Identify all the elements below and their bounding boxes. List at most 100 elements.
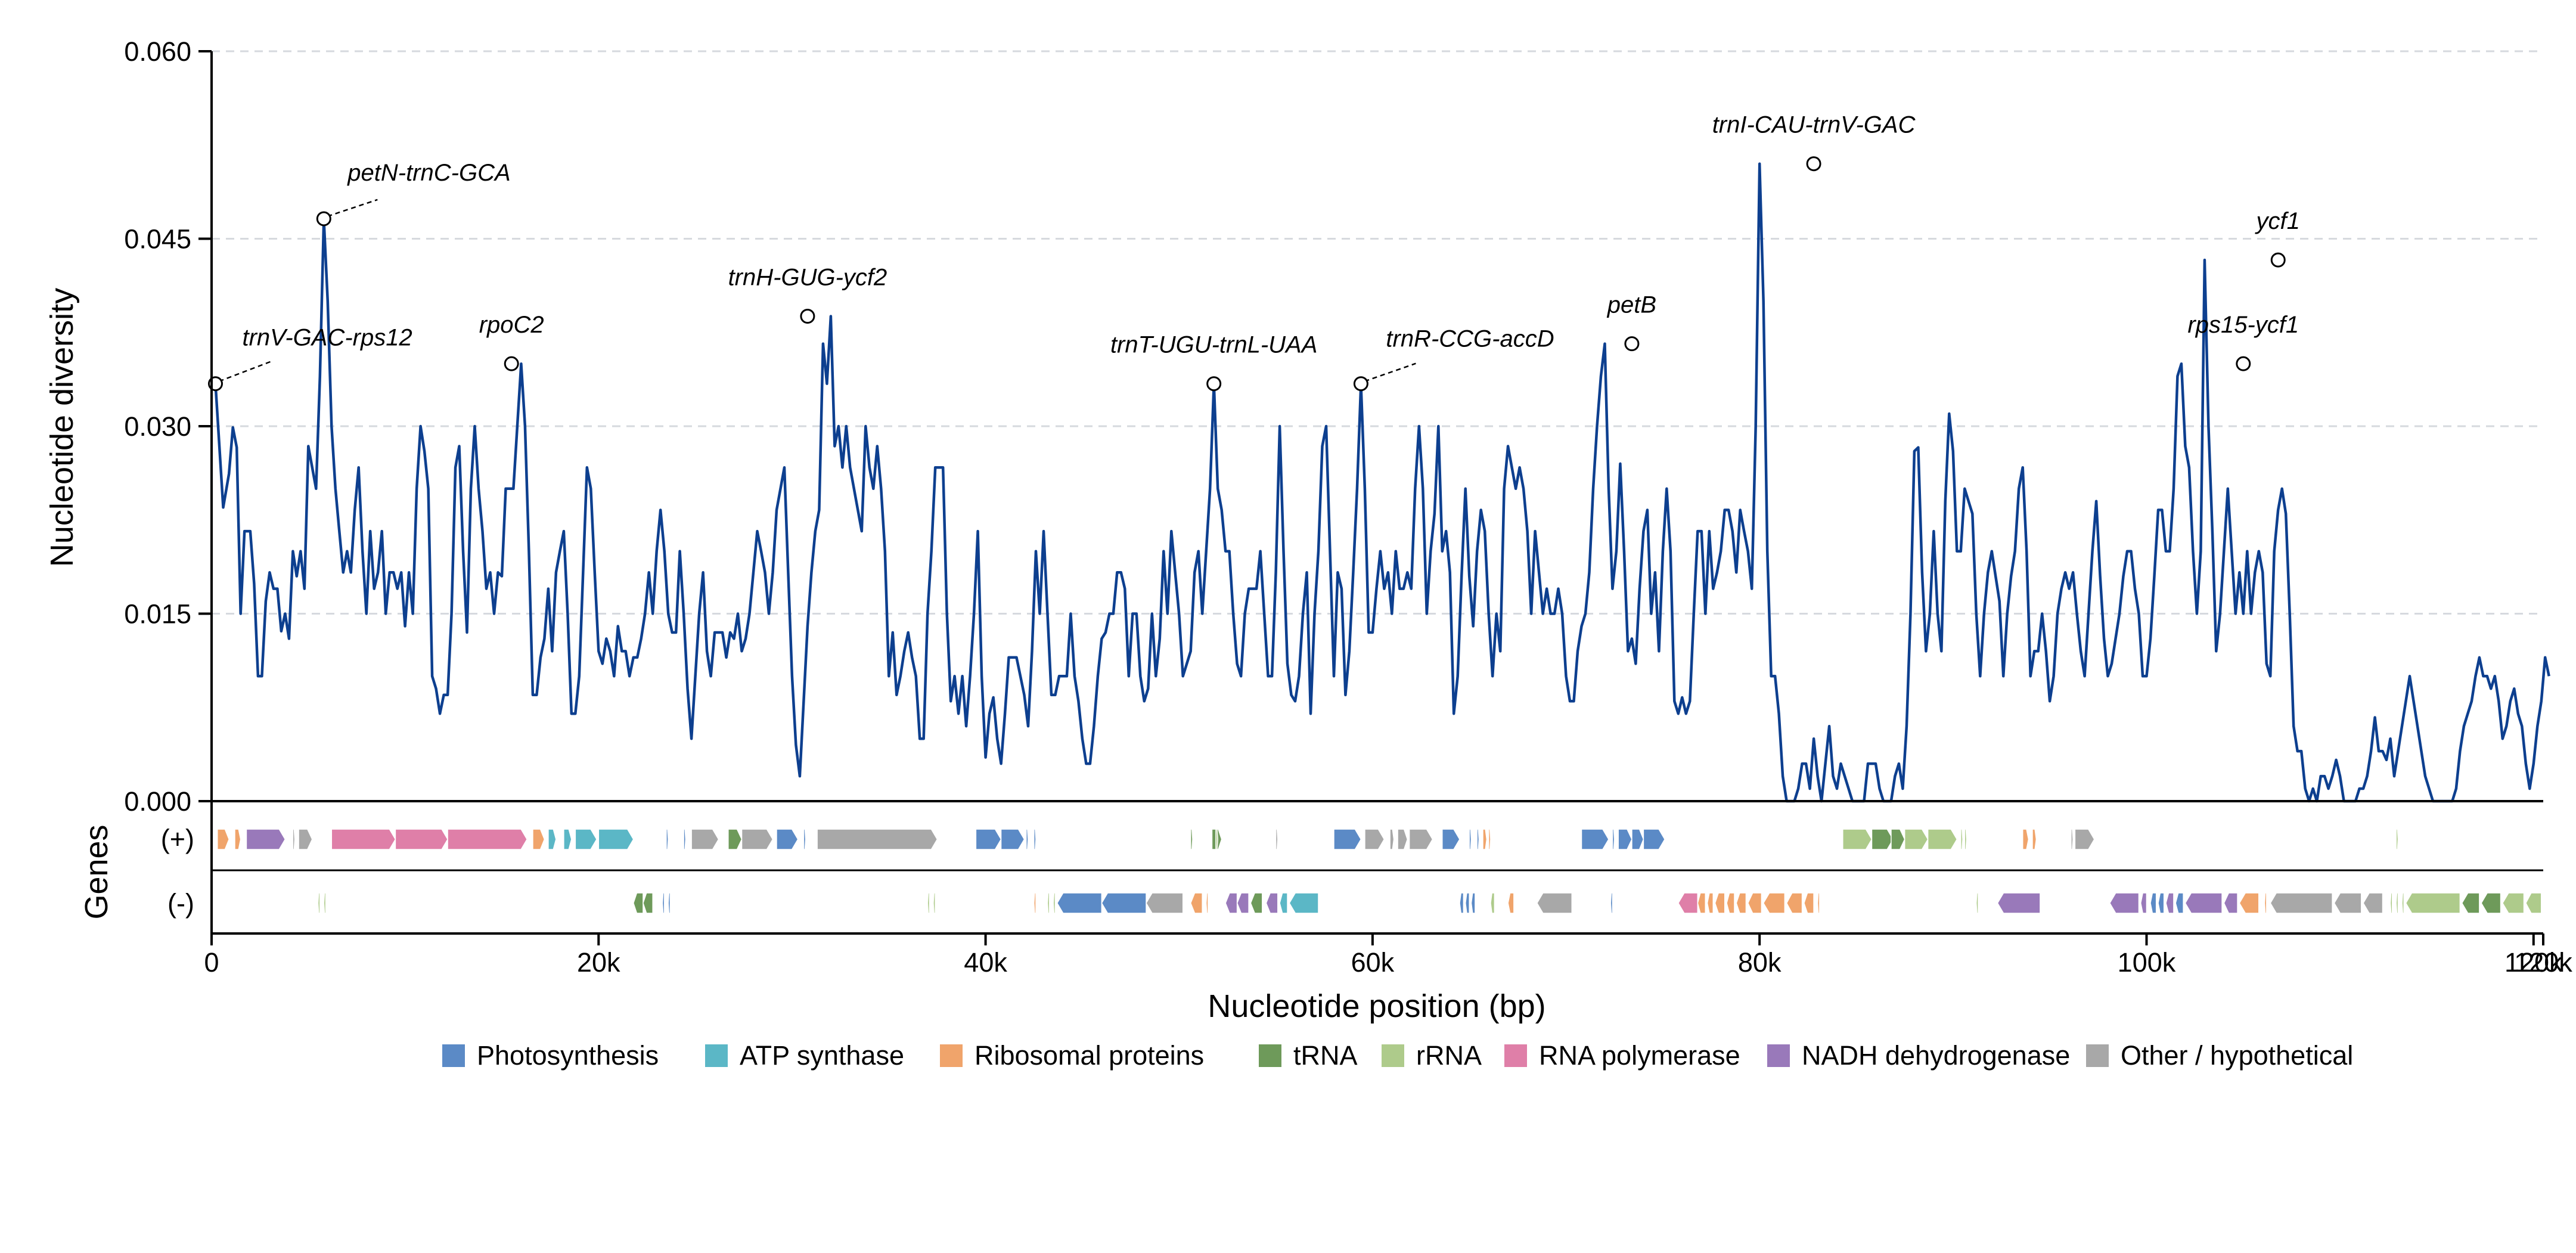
gene-block	[1470, 892, 1476, 914]
gene-block	[1736, 892, 1747, 914]
gene-block	[1927, 829, 1958, 850]
gene-block	[1250, 892, 1263, 914]
genes-track-title: Genes	[79, 824, 114, 919]
peak-marker	[1624, 336, 1640, 352]
gene-block	[1631, 829, 1644, 850]
gene-block	[1762, 892, 1786, 914]
gene-block	[1225, 892, 1238, 914]
peak-marker	[2236, 356, 2251, 371]
gene-block	[563, 829, 572, 850]
y-tick-label: 0.060	[124, 36, 191, 67]
peak-annotations: trnV-GAC-rps12 petN-trnC-GCA rpoC2 trnH-GUG…	[207, 112, 2300, 392]
gene-block	[741, 829, 774, 850]
gene-block	[803, 829, 806, 850]
x-tick-label: 80k	[1738, 947, 1782, 978]
gene-block	[2184, 892, 2223, 914]
diversity-series-line	[214, 162, 2550, 803]
gene-block	[1333, 829, 1362, 850]
gene-block	[1482, 829, 1488, 850]
gene-block	[1536, 892, 1573, 914]
gene-block	[1891, 829, 1905, 850]
legend-label: rRNA	[1416, 1040, 1482, 1071]
peak-marker	[316, 211, 331, 227]
gene-block	[317, 892, 321, 914]
legend-label: tRNA	[1293, 1040, 1358, 1071]
gene-block	[1190, 892, 1203, 914]
gene-block	[1026, 829, 1029, 850]
gene-block	[668, 892, 671, 914]
gene-block	[1786, 892, 1803, 914]
gene-block	[1364, 829, 1385, 850]
x-tick-label: 120k	[2504, 947, 2563, 978]
gene-block	[246, 829, 286, 850]
legend-swatch	[442, 1044, 465, 1067]
gene-block	[532, 829, 545, 850]
gene-block	[2071, 829, 2074, 850]
gene-block	[1490, 892, 1495, 914]
gene-block	[1612, 829, 1615, 850]
axes: 0.000 0.015 0.030 0.045 0.060 0 20k 40k 60k 80k 10…	[124, 36, 2572, 978]
gene-block	[298, 829, 313, 850]
gene-block	[666, 829, 669, 850]
gene-block	[548, 829, 557, 850]
gene-block	[1033, 892, 1036, 914]
gene-block	[2264, 892, 2267, 914]
gene-block	[2481, 892, 2501, 914]
x-tick-label: 60k	[1351, 947, 1395, 978]
gene-block	[1056, 892, 1103, 914]
gene-block	[1101, 892, 1147, 914]
gene-block	[2140, 892, 2147, 914]
peak-label: rps15-ycf1	[2187, 312, 2299, 338]
gene-block	[1804, 892, 1814, 914]
gene-block	[2525, 892, 2542, 914]
x-tick-label: 120k	[2514, 947, 2572, 978]
gene-block	[234, 829, 241, 850]
gene-block	[1279, 892, 1288, 914]
gridlines	[212, 50, 2543, 615]
gene-block	[1488, 829, 1491, 850]
gene-block	[1053, 892, 1056, 914]
gene-block	[1747, 892, 1762, 914]
legend-label: RNA polymerase	[1539, 1040, 1740, 1071]
gene-block	[2333, 892, 2362, 914]
legend-swatch	[940, 1044, 963, 1067]
annotation-leader	[219, 360, 272, 382]
gene-block	[1997, 892, 2041, 914]
x-tick-label: 40k	[964, 947, 1007, 978]
peak-label: trnV-GAC-rps12	[242, 325, 412, 351]
gene-block	[1397, 829, 1408, 850]
legend-swatch	[1382, 1044, 1404, 1067]
gene-block	[447, 829, 528, 850]
gene-block	[1289, 892, 1319, 914]
gene-block	[1960, 829, 1963, 850]
gene-block	[1697, 892, 1706, 914]
gene-block	[2363, 892, 2383, 914]
x-axis-title: Nucleotide position (bp)	[1208, 988, 1545, 1024]
peak-label: trnR-CCG-accD	[1386, 326, 1554, 352]
gene-block	[1190, 829, 1193, 850]
y-axis-title: Nucleotide diversity	[44, 288, 80, 567]
gene-block	[1817, 892, 1820, 914]
gene-block	[1842, 829, 1873, 850]
gene-block	[2158, 892, 2165, 914]
gene-block	[1976, 892, 1979, 914]
y-tick-label: 0.045	[124, 224, 191, 255]
peak-label: rpoC2	[479, 312, 544, 338]
gene-block	[927, 892, 930, 914]
legend-swatch	[1259, 1044, 1281, 1067]
gene-block	[1726, 892, 1735, 914]
annotation-leader	[327, 199, 378, 218]
peak-marker	[1206, 376, 1222, 392]
gene-block	[2395, 829, 2399, 850]
gene-block	[683, 829, 687, 850]
annotation-leader	[1364, 362, 1416, 382]
gene-block	[2395, 892, 2399, 914]
gene-block	[1408, 829, 1433, 850]
gene-block	[2501, 892, 2525, 914]
gene-block	[1275, 829, 1278, 850]
gene-block	[1581, 829, 1609, 850]
legend-label: Ribosomal proteins	[974, 1040, 1204, 1071]
gene-block	[2109, 892, 2140, 914]
gene-block	[728, 829, 743, 850]
